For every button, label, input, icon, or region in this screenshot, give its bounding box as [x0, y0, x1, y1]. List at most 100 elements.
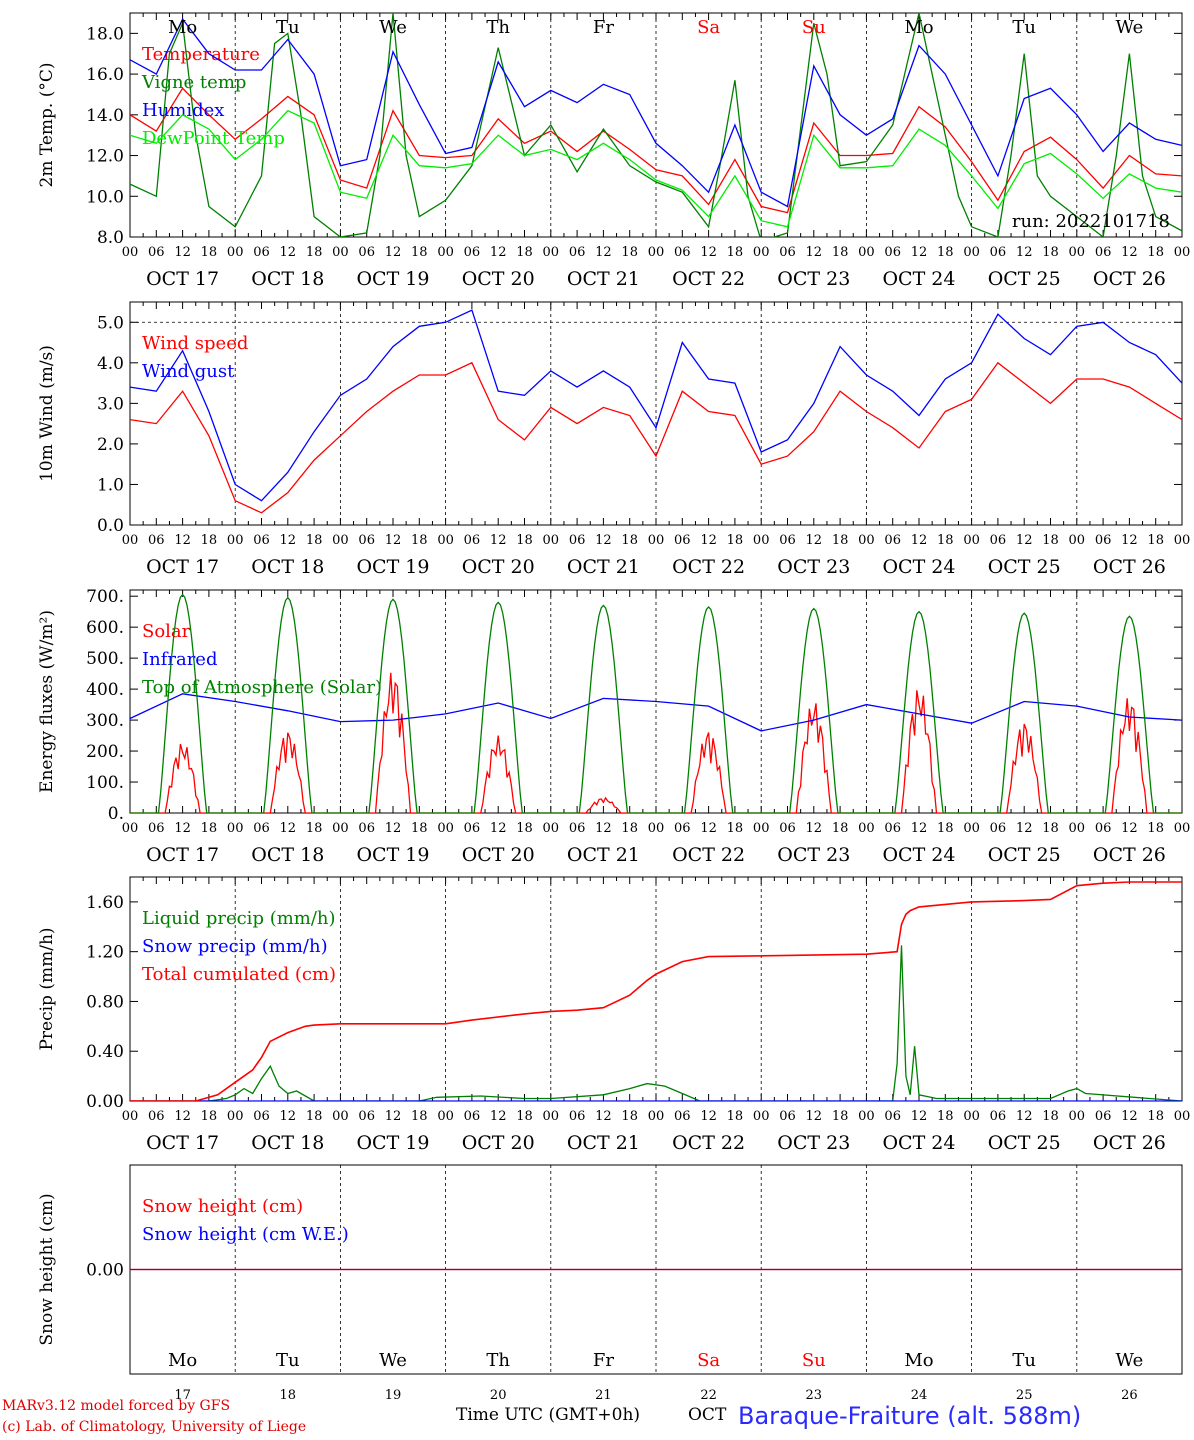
hour-label: 00 [543, 821, 560, 836]
day-number-label: 21 [595, 1388, 612, 1403]
date-label: OCT 22 [672, 844, 745, 866]
y-tick-label: 700. [86, 587, 124, 607]
hour-label: 12 [806, 245, 823, 260]
date-label: OCT 21 [567, 556, 640, 578]
hour-label: 06 [148, 1109, 165, 1124]
date-label: OCT 22 [672, 1132, 745, 1154]
hour-label: 06 [253, 821, 270, 836]
hour-label: 00 [858, 533, 875, 548]
hour-label: 06 [1095, 821, 1112, 836]
hour-label: 06 [1095, 533, 1112, 548]
model-credit: MARv3.12 model forced by GFS [2, 1398, 231, 1414]
hour-label: 18 [201, 245, 218, 260]
hour-label: 06 [358, 821, 375, 836]
hour-label: 00 [437, 533, 454, 548]
hour-label: 00 [753, 245, 770, 260]
legend-entry: Snow height (cm W.E.) [142, 1224, 349, 1245]
series-line-4-3 [130, 881, 1182, 1101]
hour-label: 06 [674, 1109, 691, 1124]
hour-label: 18 [621, 245, 638, 260]
hour-label: 12 [595, 245, 612, 260]
hour-label: 00 [1174, 245, 1191, 260]
y-axis-label: 2m Temp. (°C) [37, 62, 57, 187]
hour-label: 12 [700, 1109, 717, 1124]
hour-label: 06 [148, 245, 165, 260]
date-label: OCT 25 [988, 268, 1061, 290]
hour-label: 18 [516, 821, 533, 836]
y-axis-label: Energy fluxes (W/m²) [37, 610, 57, 793]
day-of-week-label: Mo [168, 17, 197, 38]
day-of-week-label: Th [486, 1350, 510, 1371]
y-tick-label: 2.0 [97, 435, 124, 455]
date-label: OCT 19 [356, 844, 429, 866]
hour-label: 12 [911, 533, 928, 548]
date-label: OCT 21 [567, 1132, 640, 1154]
hour-label: 18 [201, 1109, 218, 1124]
hour-label: 12 [595, 1109, 612, 1124]
day-number-label: 22 [700, 1388, 717, 1403]
y-tick-label: 600. [86, 618, 124, 638]
date-label: OCT 26 [1093, 556, 1166, 578]
hour-label: 12 [806, 1109, 823, 1124]
day-of-week-label: We [379, 1350, 407, 1371]
hour-label: 12 [806, 821, 823, 836]
y-tick-label: 1.60 [86, 893, 124, 913]
hour-label: 18 [1042, 821, 1059, 836]
run-label: run: 2022101718 [1012, 211, 1170, 232]
date-label: OCT 17 [146, 268, 219, 290]
day-of-week-label: We [379, 17, 407, 38]
hour-label: 12 [385, 821, 402, 836]
hour-label: 00 [963, 1109, 980, 1124]
date-label: OCT 26 [1093, 844, 1166, 866]
date-label: OCT 17 [146, 556, 219, 578]
plot-frame [129, 12, 1183, 238]
hour-label: 06 [884, 533, 901, 548]
hour-label: 18 [1147, 1109, 1164, 1124]
hour-label: 12 [1121, 245, 1138, 260]
y-axis-label: Precip (mm/h) [37, 927, 57, 1050]
hour-label: 06 [990, 533, 1007, 548]
day-of-week-label: Fr [593, 17, 614, 38]
hour-label: 18 [1147, 821, 1164, 836]
hour-label: 00 [437, 1109, 454, 1124]
date-label: OCT 18 [251, 1132, 324, 1154]
date-label: OCT 26 [1093, 268, 1166, 290]
hour-label: 00 [122, 245, 139, 260]
hour-label: 12 [1016, 1109, 1033, 1124]
hour-label: 12 [174, 245, 191, 260]
y-axis-label: 10m Wind (m/s) [37, 345, 57, 482]
hour-label: 06 [674, 821, 691, 836]
hour-label: 12 [174, 533, 191, 548]
day-number-label: 23 [806, 1388, 823, 1403]
legend-entry: Wind gust [142, 361, 235, 382]
hour-label: 00 [227, 533, 244, 548]
y-tick-label: 4.0 [97, 354, 124, 374]
hour-label: 06 [674, 245, 691, 260]
legend-entry: Total cumulated (cm) [142, 964, 336, 985]
panel-1: 8.0 10.0 12.0 14.0 16.0 18.0 2m Temp. (°C) Temp… [37, 12, 1191, 290]
hour-label: 18 [727, 533, 744, 548]
hour-label: 12 [490, 1109, 507, 1124]
hour-label: 18 [1042, 245, 1059, 260]
hour-label: 18 [621, 821, 638, 836]
hour-label: 00 [858, 821, 875, 836]
legend-entry: Solar [142, 621, 191, 642]
series-line-4-1 [130, 945, 1182, 1101]
hour-label: 12 [280, 1109, 297, 1124]
hour-label: 00 [332, 533, 349, 548]
hour-label: 06 [358, 1109, 375, 1124]
hour-label: 18 [516, 533, 533, 548]
hour-label: 12 [595, 821, 612, 836]
hour-label: 00 [1069, 1109, 1086, 1124]
hour-label: 18 [306, 245, 323, 260]
hour-label: 18 [832, 533, 849, 548]
day-of-week-label: Su [802, 1350, 826, 1371]
hour-label: 06 [569, 533, 586, 548]
y-tick-label: 1.0 [97, 475, 124, 495]
hour-label: 00 [332, 821, 349, 836]
y-tick-label: 0.0 [97, 516, 124, 536]
hour-label: 18 [306, 821, 323, 836]
hour-label: 06 [464, 533, 481, 548]
date-label: OCT 22 [672, 268, 745, 290]
